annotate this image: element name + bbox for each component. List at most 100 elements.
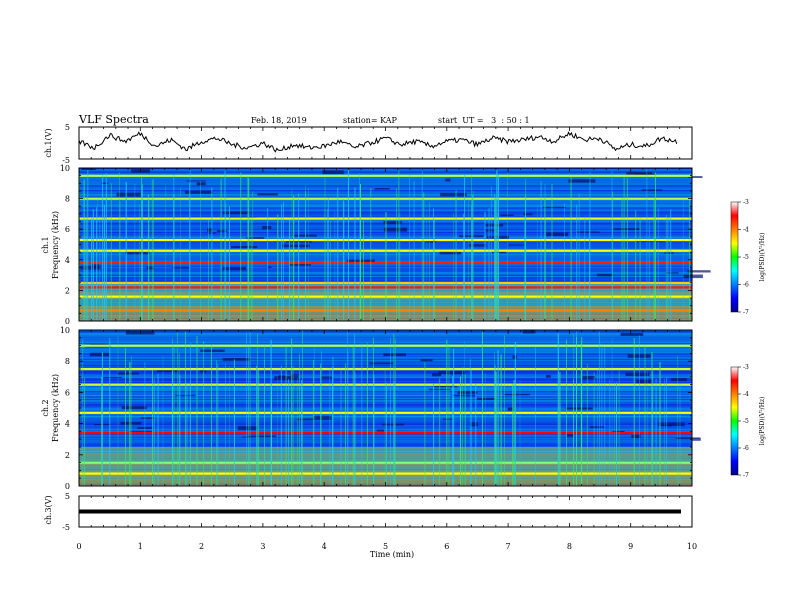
noise-stripe — [79, 430, 692, 432]
noise-stripe — [79, 447, 692, 449]
dark-patch — [247, 435, 277, 437]
frequency-band — [79, 411, 692, 414]
dark-patch — [376, 429, 384, 432]
noise-stripe — [79, 453, 692, 455]
colorbar-tick-label: -6 — [743, 445, 749, 452]
noise-stripe — [79, 382, 692, 384]
colorbar-tick-label: -6 — [743, 282, 749, 289]
ch1-colorbar — [730, 201, 739, 313]
dark-patch — [512, 355, 517, 359]
ch1-wave-ylabel: ch.1(V) — [44, 128, 53, 157]
time-tick-label: 4 — [322, 542, 327, 551]
dark-patch — [313, 416, 332, 420]
noise-stripe — [79, 376, 692, 379]
dark-patch — [445, 178, 451, 182]
noise-stripe — [79, 449, 692, 451]
noise-stripe — [79, 424, 692, 427]
ch3-waveform-trace — [79, 509, 681, 514]
dark-patch — [565, 407, 593, 410]
noise-stripe — [79, 178, 692, 180]
dark-patch — [125, 250, 150, 255]
ch1-wave-tick-bottom: -5 — [62, 156, 70, 165]
noise-stripe — [79, 444, 692, 446]
dark-patch — [200, 369, 206, 373]
dark-patch — [507, 407, 514, 411]
dark-patch — [425, 240, 437, 243]
noise-stripe — [79, 474, 692, 476]
dark-patch — [200, 349, 225, 352]
dark-patch — [688, 176, 703, 178]
noise-stripe — [79, 336, 692, 338]
frequency-tick-label: 10 — [60, 164, 70, 173]
time-tick-label: 10 — [687, 542, 697, 551]
x-axis-tick-labels: 0 1 2 3 4 5 6 7 8 9 10 — [76, 542, 697, 551]
noise-stripe — [79, 196, 692, 198]
dark-patch — [470, 422, 478, 427]
dark-patch — [658, 422, 685, 427]
frequency-tick-label: 8 — [65, 195, 70, 204]
noise-stripe — [79, 402, 692, 405]
dark-patch — [185, 190, 213, 194]
noise-stripe — [79, 177, 692, 179]
noise-stripe — [79, 428, 692, 431]
dark-patch — [687, 270, 711, 273]
noise-stripe — [79, 427, 692, 429]
noise-stripe — [79, 337, 692, 340]
time-tick-label: 0 — [76, 542, 81, 551]
noise-stripe — [79, 359, 692, 362]
noise-stripe — [79, 183, 692, 185]
dark-patch — [523, 213, 533, 216]
noise-stripe — [79, 184, 692, 187]
time-tick-label: 6 — [444, 542, 449, 551]
start-time-label: start UT = 3 : 50 : 1 — [438, 116, 530, 125]
noise-stripe — [79, 370, 692, 372]
frequency-tick-label: 8 — [65, 357, 70, 366]
noise-stripe — [79, 379, 692, 381]
dark-patch — [508, 244, 525, 246]
ch1-waveform-trace — [78, 131, 678, 153]
noise-stripe — [79, 466, 692, 468]
colorbar-tick-label: -5 — [743, 418, 749, 425]
dark-patch — [683, 274, 703, 279]
frequency-band — [79, 432, 692, 435]
noise-stripe — [79, 408, 692, 410]
noise-stripe — [79, 458, 692, 460]
dark-patch — [383, 353, 406, 357]
time-tick-label: 2 — [199, 542, 204, 551]
noise-stripe — [79, 480, 692, 483]
frequency-band — [79, 174, 692, 177]
ch2-spectrogram — [79, 330, 701, 486]
noise-stripe — [79, 465, 692, 467]
colorbar-tick-label: -7 — [743, 309, 749, 316]
frequency-band — [79, 461, 692, 464]
noise-stripe — [79, 357, 692, 359]
station-label: station= KAP — [343, 116, 398, 125]
noise-stripe — [79, 372, 692, 375]
colorbar-tick-label: -5 — [743, 254, 749, 261]
dark-patch — [451, 394, 476, 397]
noise-stripe — [79, 335, 692, 337]
noise-stripe — [79, 443, 692, 445]
dark-patch — [101, 182, 108, 184]
noise-stripe — [79, 440, 692, 442]
noise-stripe — [79, 445, 692, 447]
frequency-tick-label: 0 — [65, 317, 70, 326]
noise-stripe — [79, 471, 692, 473]
noise-stripe — [79, 398, 692, 401]
noise-stripe — [79, 418, 692, 420]
noise-stripe — [79, 349, 692, 351]
ylabel-line: ch.2 — [41, 399, 50, 416]
dark-patch — [546, 232, 569, 237]
noise-stripe — [79, 339, 692, 341]
noise-stripe — [79, 439, 692, 441]
dark-patch — [120, 421, 142, 425]
dark-patch — [222, 358, 250, 361]
dark-patch — [242, 436, 252, 438]
dark-patch — [641, 189, 662, 191]
noise-stripe — [79, 200, 692, 202]
dark-patch — [432, 385, 458, 388]
ylabel-line: Frequency (kHz) — [51, 211, 60, 279]
colorbar-tick-label: -4 — [743, 391, 749, 398]
